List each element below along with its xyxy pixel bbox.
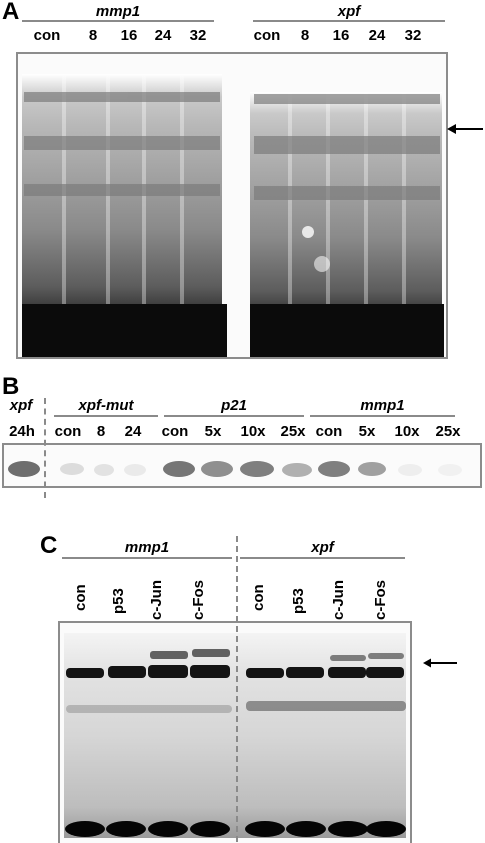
gel-b (2, 443, 482, 488)
panel-a-group-mmp1: mmp1 (95, 3, 141, 20)
lane-label: p53 (110, 588, 127, 614)
lane-label: con (72, 584, 89, 611)
gel-a-free-probe-xpf (250, 304, 444, 357)
gel-a-free-probe-mmp1 (22, 304, 227, 357)
panel-b-bar-mmp1 (310, 415, 455, 417)
lane-label: p53 (290, 588, 307, 614)
left-arrow-icon (447, 122, 483, 141)
lane-label: 8 (96, 423, 106, 440)
lane-label: con (315, 423, 343, 440)
panel-b-letter: B (2, 373, 20, 400)
panel-b-group-mmp1: mmp1 (360, 397, 405, 414)
panel-b-bar-xpf-mut (54, 415, 158, 417)
gel-b-image (8, 461, 462, 477)
panel-b-group-xpf: xpf (9, 397, 33, 414)
lane-label: c-Fos (372, 579, 389, 620)
panel-c-group-xpf: xpf (311, 539, 334, 556)
panel-c-letter: C (40, 532, 58, 559)
lane-label: 25x (435, 423, 461, 440)
panel-a-group-xpf: xpf (337, 3, 361, 20)
lane-label: 32 (404, 27, 422, 44)
lane-label: con (54, 423, 82, 440)
panel-b-group-xpf-mut: xpf-mut (78, 397, 134, 414)
lane-label: 25x (280, 423, 306, 440)
lane-label: con (161, 423, 189, 440)
lane-label: 16 (120, 27, 138, 44)
panel-a-bar-mmp1 (22, 20, 214, 22)
lane-label: con (250, 584, 267, 611)
lane-label: 32 (189, 27, 207, 44)
gel-a-image (22, 74, 444, 357)
lane-label: 10x (240, 423, 266, 440)
panel-c-bar-xpf (240, 557, 405, 559)
gel-a (16, 52, 448, 359)
lane-label: c-Fos (190, 579, 207, 620)
panel-b-bar-p21 (164, 415, 304, 417)
panel-a-letter: A (2, 0, 20, 25)
left-arrow-icon (423, 656, 457, 674)
lane-label: 24 (154, 27, 172, 44)
lane-label: 10x (394, 423, 420, 440)
lane-label: 16 (332, 27, 350, 44)
lane-label: 5x (358, 423, 376, 440)
lane-label: 8 (300, 27, 310, 44)
divider-dashed-b (44, 398, 46, 498)
panel-c-group-mmp1: mmp1 (124, 539, 170, 556)
lane-label: 8 (88, 27, 98, 44)
lane-label: c-Jun (330, 579, 347, 620)
lane-label: 24h (9, 423, 35, 440)
gel-c-background (64, 633, 406, 838)
lane-label: c-Jun (148, 579, 165, 620)
panel-c-bar-mmp1 (62, 557, 232, 559)
lane-label: 24 (124, 423, 142, 440)
lane-label: 5x (204, 423, 222, 440)
gel-c (58, 621, 412, 843)
panel-a-bar-xpf (253, 20, 445, 22)
lane-label: con (253, 27, 281, 44)
panel-b-group-p21: p21 (221, 397, 247, 414)
divider-dashed-c (236, 536, 238, 842)
lane-label: con (33, 27, 61, 44)
lane-label: 24 (368, 27, 386, 44)
gel-c-image (64, 633, 406, 838)
